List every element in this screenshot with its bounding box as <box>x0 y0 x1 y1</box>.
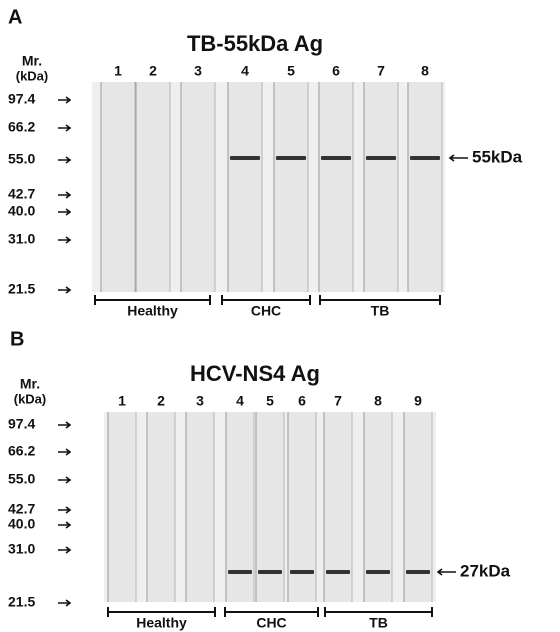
lane <box>136 82 170 292</box>
marker-arrow <box>58 236 72 244</box>
marker-label: 97.4 <box>8 416 35 432</box>
group-bracket <box>107 607 216 617</box>
band <box>321 156 351 160</box>
unit-label: (kDa) <box>16 68 49 83</box>
band-arrow <box>448 154 468 162</box>
lane-number: 4 <box>236 393 244 409</box>
band <box>258 570 282 574</box>
lane-number: 7 <box>377 63 385 79</box>
marker-label: 42.7 <box>8 186 35 202</box>
lane-number: 3 <box>194 63 202 79</box>
group-label: CHC <box>256 615 286 631</box>
lane-number: 8 <box>421 63 429 79</box>
unit-label: (kDa) <box>14 391 47 406</box>
lane <box>364 82 398 292</box>
marker-arrow <box>58 476 72 484</box>
lane-number: 9 <box>414 393 422 409</box>
lane-number: 3 <box>196 393 204 409</box>
marker-arrow <box>58 191 72 199</box>
marker-label: 40.0 <box>8 516 35 532</box>
band <box>228 570 252 574</box>
lane <box>228 82 262 292</box>
band <box>230 156 260 160</box>
lane <box>181 82 215 292</box>
lane-number: 4 <box>241 63 249 79</box>
lane-number: 8 <box>374 393 382 409</box>
marker-arrow <box>58 506 72 514</box>
lane <box>147 412 175 602</box>
lane-number: 5 <box>287 63 295 79</box>
group-bracket <box>324 607 433 617</box>
group-bracket <box>224 607 319 617</box>
lane <box>186 412 214 602</box>
marker-label: 21.5 <box>8 281 35 297</box>
band <box>290 570 314 574</box>
marker-label: 55.0 <box>8 471 35 487</box>
marker-label: 31.0 <box>8 541 35 557</box>
band-arrow <box>436 568 456 576</box>
marker-arrow <box>58 286 72 294</box>
marker-label: 66.2 <box>8 443 35 459</box>
marker-label: 42.7 <box>8 501 35 517</box>
lane <box>408 82 442 292</box>
lane <box>319 82 353 292</box>
marker-arrow <box>58 156 72 164</box>
lane-number: 2 <box>157 393 165 409</box>
band <box>276 156 306 160</box>
lane-number: 6 <box>298 393 306 409</box>
marker-arrow <box>58 546 72 554</box>
group-label: TB <box>369 615 388 631</box>
lane-number: 5 <box>266 393 274 409</box>
group-label: TB <box>371 303 390 319</box>
lane <box>101 82 135 292</box>
marker-label: 55.0 <box>8 151 35 167</box>
band <box>366 156 396 160</box>
band <box>326 570 350 574</box>
panel-label: B <box>10 328 24 350</box>
band <box>406 570 430 574</box>
panel: A TB-55kDa Ag Mr.(kDa) 1 2 3 4 5 6 7 8 97.4 66.2 55.0… <box>8 6 523 318</box>
band-label: 55kDa <box>472 147 523 166</box>
group-label: CHC <box>251 303 281 319</box>
marker-label: 21.5 <box>8 594 35 610</box>
band <box>366 570 390 574</box>
mr-label: Mr. <box>20 376 40 392</box>
group-bracket <box>221 295 311 305</box>
panel-title: HCV-NS4 Ag <box>190 361 320 386</box>
marker-label: 40.0 <box>8 203 35 219</box>
marker-arrow <box>58 448 72 456</box>
marker-arrow <box>58 521 72 529</box>
lane-number: 7 <box>334 393 342 409</box>
lane <box>274 82 308 292</box>
group-label: Healthy <box>127 303 178 319</box>
band-label: 27kDa <box>460 561 511 580</box>
lane-number: 2 <box>149 63 157 79</box>
marker-arrow <box>58 124 72 132</box>
lane-number: 1 <box>118 393 126 409</box>
band <box>410 156 440 160</box>
group-bracket <box>319 295 441 305</box>
lane-number: 6 <box>332 63 340 79</box>
group-label: Healthy <box>136 615 187 631</box>
marker-label: 66.2 <box>8 119 35 135</box>
panel-title: TB-55kDa Ag <box>187 31 323 56</box>
group-bracket <box>94 295 211 305</box>
marker-arrow <box>58 96 72 104</box>
marker-label: 97.4 <box>8 91 35 107</box>
panel: B HCV-NS4 Ag Mr.(kDa) 1 2 3 4 5 6 7 8 9 97.4 66.2 55.0… <box>8 328 511 630</box>
marker-label: 31.0 <box>8 231 35 247</box>
marker-arrow <box>58 421 72 429</box>
lane <box>108 412 136 602</box>
lane-number: 1 <box>114 63 122 79</box>
marker-arrow <box>58 599 72 607</box>
marker-arrow <box>58 208 72 216</box>
panel-label: A <box>8 6 22 28</box>
mr-label: Mr. <box>22 53 42 69</box>
